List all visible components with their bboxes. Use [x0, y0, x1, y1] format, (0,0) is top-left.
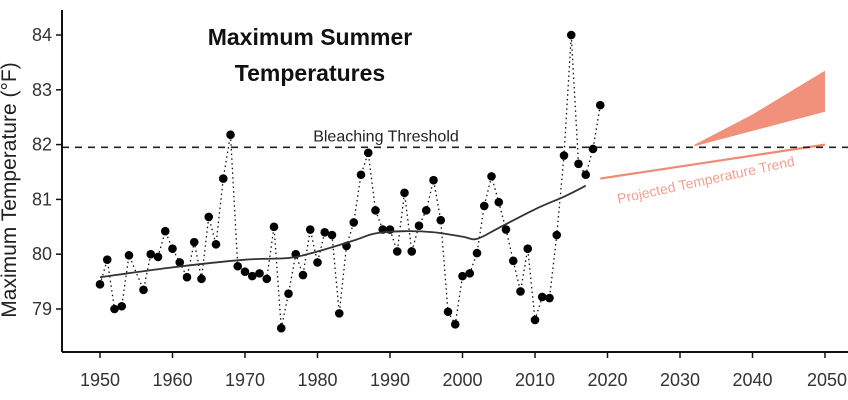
x-tick-label-2000: 2000 — [442, 370, 482, 390]
x-tick-label-2050: 2050 — [807, 370, 847, 390]
y-tick-label-81: 81 — [32, 189, 52, 209]
data-point-1971 — [247, 271, 257, 281]
data-point-1960 — [168, 244, 177, 254]
projection-band — [694, 70, 825, 147]
data-point-1967 — [218, 174, 228, 183]
data-point-1992 — [400, 188, 409, 198]
y-axis-title: Maximum Temperature (°F) — [0, 62, 21, 317]
data-point-1978 — [298, 270, 308, 280]
data-point-1954 — [124, 250, 134, 260]
data-point-1964 — [197, 274, 206, 284]
data-point-1991 — [392, 247, 402, 256]
data-point-2010 — [530, 315, 540, 325]
data-point-1976 — [284, 289, 293, 298]
x-tick-label-1960: 1960 — [152, 370, 192, 390]
data-point-1995 — [421, 206, 431, 215]
x-tick-label-2010: 2010 — [515, 370, 555, 390]
data-point-1983 — [334, 309, 344, 318]
data-point-1950 — [95, 280, 105, 289]
trend-line — [99, 184, 587, 279]
data-point-2016 — [574, 159, 583, 169]
data-point-1957 — [146, 249, 156, 259]
data-point-1980 — [313, 258, 322, 267]
data-point-2012 — [545, 293, 554, 303]
data-point-1981 — [320, 227, 330, 237]
data-point-1972 — [255, 269, 264, 278]
data-point-1985 — [349, 218, 359, 227]
x-tick-label-2030: 2030 — [660, 370, 700, 390]
bleaching-threshold-label: Bleaching Threshold — [313, 128, 459, 145]
data-point-1969 — [233, 261, 243, 271]
y-tick-label-82: 82 — [32, 135, 52, 155]
data-point-2002 — [472, 248, 482, 258]
data-point-1988 — [371, 206, 380, 215]
data-point-1979 — [305, 225, 315, 234]
data-point-2017 — [581, 170, 591, 180]
x-tick-label-2040: 2040 — [732, 370, 772, 390]
data-point-1973 — [262, 274, 272, 284]
data-point-1994 — [414, 221, 424, 231]
x-tick-label-2020: 2020 — [587, 370, 627, 390]
y-tick-label-83: 83 — [32, 80, 52, 100]
data-point-1958 — [153, 252, 163, 262]
data-point-1959 — [160, 226, 170, 236]
data-point-1966 — [211, 240, 221, 249]
data-point-1993 — [407, 247, 417, 256]
data-point-2018 — [588, 144, 598, 154]
x-tick-label-1970: 1970 — [225, 370, 265, 390]
data-point-2001 — [465, 269, 475, 278]
data-point-1997 — [436, 215, 446, 225]
chart-title-line-2: Temperatures — [235, 60, 385, 86]
data-point-1953 — [117, 301, 127, 311]
data-point-2003 — [479, 201, 489, 211]
data-point-1956 — [139, 285, 148, 295]
data-point-1952 — [110, 304, 119, 314]
data-point-2014 — [559, 151, 569, 160]
data-point-2008 — [516, 287, 525, 296]
projection-line — [600, 143, 826, 180]
chart-title-line-1: Maximum Summer — [208, 24, 413, 50]
data-point-2011 — [537, 292, 547, 302]
y-tick-label-80: 80 — [32, 244, 52, 264]
data-point-1962 — [182, 272, 192, 282]
x-tick-label-1990: 1990 — [370, 370, 410, 390]
x-tick-label-1950: 1950 — [80, 370, 120, 390]
data-point-1961 — [175, 258, 185, 267]
data-point-1965 — [204, 212, 214, 222]
data-point-2013 — [552, 230, 562, 240]
data-point-1963 — [189, 237, 199, 247]
x-tick-label-1980: 1980 — [297, 370, 337, 390]
data-point-2004 — [487, 172, 496, 181]
data-point-1999 — [450, 320, 460, 329]
data-point-1951 — [102, 255, 112, 264]
data-point-2009 — [523, 244, 533, 254]
data-point-2000 — [458, 271, 467, 281]
y-tick-label-79: 79 — [32, 299, 52, 319]
data-point-2006 — [501, 225, 511, 234]
y-tick-label-84: 84 — [32, 25, 52, 45]
data-point-1998 — [443, 307, 453, 317]
data-point-1982 — [327, 230, 337, 240]
data-point-2019 — [595, 100, 605, 110]
data-point-2005 — [494, 197, 504, 207]
data-point-1986 — [356, 170, 366, 180]
data-point-1987 — [363, 148, 373, 158]
projection-label: Projected Temperature Trend — [616, 153, 796, 207]
data-point-1970 — [240, 267, 250, 277]
data-point-2015 — [566, 30, 576, 40]
data-point-1975 — [276, 323, 286, 333]
data-point-1968 — [226, 130, 235, 140]
data-point-1974 — [269, 222, 279, 232]
data-point-1996 — [429, 175, 438, 185]
data-point-2007 — [508, 256, 518, 266]
